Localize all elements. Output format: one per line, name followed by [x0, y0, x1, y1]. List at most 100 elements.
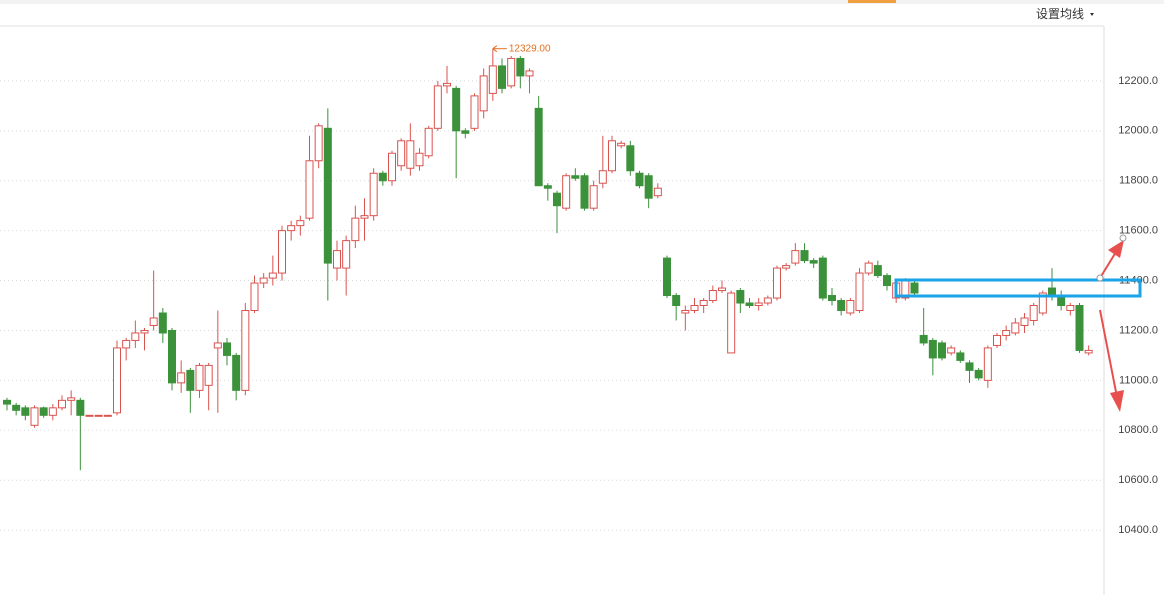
- candle-body: [864, 262, 873, 274]
- y-tick-label: 10800.0: [1118, 424, 1158, 436]
- candle-body: [672, 295, 681, 307]
- candle-body: [452, 87, 461, 132]
- candle-body: [1084, 349, 1093, 354]
- candle-body: [919, 334, 928, 344]
- arrow-head: [1108, 240, 1124, 258]
- candle-body: [1066, 305, 1075, 311]
- candle-body: [681, 309, 690, 314]
- candle-body: [635, 172, 644, 187]
- candle-body: [873, 265, 882, 277]
- ma-button[interactable]: 设置均线: [1036, 7, 1084, 21]
- candle-body: [470, 95, 479, 129]
- candle-body: [76, 399, 85, 416]
- candle-body: [168, 329, 176, 384]
- candle-body: [1020, 317, 1029, 326]
- y-tick-label: 10600.0: [1118, 474, 1158, 486]
- candle-body: [507, 57, 516, 87]
- candle-body: [278, 230, 286, 274]
- candle-body: [608, 140, 616, 172]
- candle-body: [122, 339, 131, 349]
- y-tick-label: 11200.0: [1119, 324, 1158, 336]
- candle-body: [791, 250, 800, 264]
- candle-body: [461, 130, 470, 134]
- candle-body: [965, 362, 974, 371]
- candle-body: [534, 107, 543, 187]
- candle-body: [314, 125, 323, 162]
- candle-body: [369, 172, 378, 217]
- candle-body: [433, 85, 442, 129]
- arrow-up: [1096, 234, 1127, 282]
- candle-body: [268, 272, 277, 279]
- candle-body: [736, 290, 745, 304]
- tab-indicator: [848, 0, 896, 3]
- candle-body: [30, 407, 39, 426]
- candle-body: [204, 364, 213, 386]
- candle-body: [241, 309, 250, 391]
- candle-body: [589, 185, 598, 209]
- arrow-shaft: [1099, 251, 1117, 279]
- candle-body: [1029, 305, 1038, 321]
- candle-body: [48, 407, 57, 416]
- candle-body: [525, 70, 534, 77]
- candle-body: [562, 175, 571, 209]
- candle-body: [754, 302, 763, 307]
- candle-body: [828, 295, 836, 302]
- candle-body: [415, 152, 424, 167]
- candle-body: [626, 145, 635, 172]
- candle-body: [140, 329, 149, 334]
- candle-body: [39, 407, 48, 416]
- arrow-shaft: [1099, 309, 1117, 393]
- candle-body: [598, 170, 607, 184]
- candle-body: [883, 275, 891, 287]
- candle-body: [809, 260, 818, 264]
- candle-body: [543, 185, 552, 189]
- candle-body: [232, 354, 241, 391]
- y-tick-label: 11600.0: [1119, 225, 1158, 237]
- candle-body: [974, 369, 983, 379]
- candle-body: [818, 257, 827, 299]
- candle-body: [1038, 292, 1047, 314]
- y-tick-label: 10400.0: [1118, 524, 1158, 536]
- candle-body: [323, 127, 332, 264]
- candle-body: [653, 187, 662, 197]
- candle-body: [424, 127, 433, 157]
- candle-body: [846, 300, 855, 314]
- candle-body: [1011, 322, 1020, 334]
- candle-body: [250, 282, 259, 311]
- candle-body: [94, 414, 103, 417]
- candle-body: [690, 305, 699, 311]
- candle-body: [727, 292, 736, 354]
- candle-body: [855, 272, 864, 311]
- arrow-head: [1110, 390, 1124, 412]
- candle-body: [3, 399, 11, 405]
- candle-body: [773, 267, 781, 299]
- arrow-down: [1099, 309, 1124, 412]
- candle-body: [158, 312, 167, 334]
- candle-body: [149, 317, 158, 326]
- candle-body: [498, 65, 506, 89]
- candle-body: [21, 407, 30, 416]
- candle-body: [837, 300, 846, 311]
- max-pointer-head: [492, 45, 498, 53]
- candle-body: [67, 397, 76, 401]
- candle-body: [287, 225, 296, 232]
- candle-body: [488, 65, 497, 94]
- candle-body: [103, 414, 112, 417]
- candle-body: [1075, 305, 1084, 351]
- highlight-box: [894, 278, 1142, 298]
- candle-body: [644, 175, 653, 199]
- candle-body: [800, 250, 809, 262]
- candle-body: [993, 334, 1001, 346]
- candle-body: [782, 265, 791, 269]
- candle-body: [58, 399, 66, 409]
- candle-body: [378, 172, 387, 182]
- dropdown-arrow[interactable]: [1090, 13, 1094, 16]
- candle-body: [388, 152, 396, 182]
- top-strip: [0, 0, 1164, 4]
- y-tick-label: 11000.0: [1119, 374, 1158, 386]
- candle-body: [938, 342, 946, 359]
- candle-body: [113, 347, 121, 414]
- arrow-handle: [1119, 234, 1127, 242]
